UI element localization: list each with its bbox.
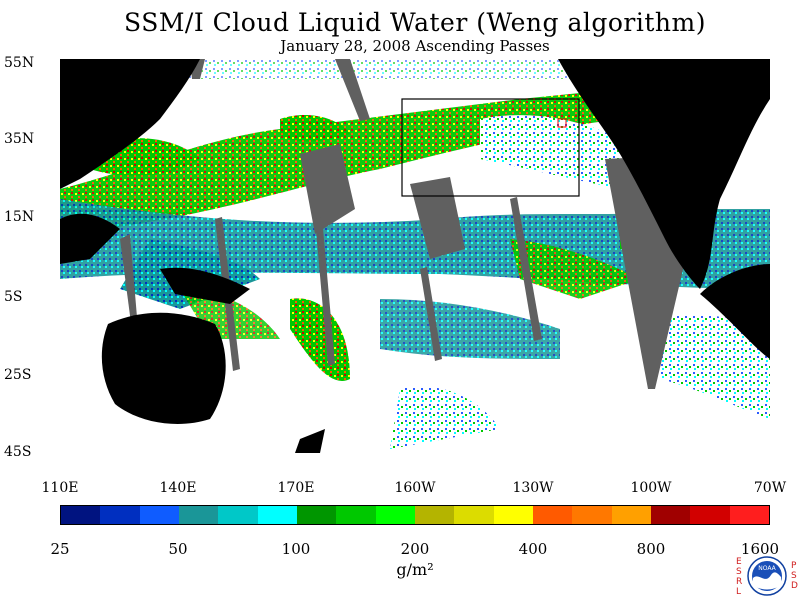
colorbar-swatch xyxy=(729,506,769,524)
chart-subtitle: January 28, 2008 Ascending Passes xyxy=(280,37,550,55)
x-tick-label: 70W xyxy=(753,480,787,496)
noaa-badge-text: NOAA xyxy=(758,565,776,572)
colorbar-swatch xyxy=(218,506,258,524)
colorbar-swatch xyxy=(532,506,573,524)
colorbar-tick-label: 25 xyxy=(50,540,70,558)
colorbar-tick-label: 400 xyxy=(518,540,548,558)
land-masses xyxy=(60,59,770,453)
y-tick-label: 5S xyxy=(4,289,23,305)
color-scale-bar xyxy=(60,505,770,525)
colorbar-swatch xyxy=(493,506,533,524)
chart-title: SSM/I Cloud Liquid Water (Weng algorithm… xyxy=(124,8,706,37)
y-tick-label: 15N xyxy=(4,209,35,225)
x-tick-label: 140E xyxy=(159,480,197,496)
colorbar-swatch xyxy=(296,506,337,524)
colorbar-swatch xyxy=(257,506,297,524)
colorbar-tick-label: 100 xyxy=(281,540,311,558)
colorbar-swatch xyxy=(100,506,140,524)
colorbar-tick-label: 800 xyxy=(636,540,666,558)
colorbar-swatch xyxy=(572,506,612,524)
noaa-esrl-psd-logo: E S R L NOAA P S D xyxy=(733,553,799,599)
logo-right-letters: P S D xyxy=(791,561,798,591)
colorbar-swatch xyxy=(454,506,494,524)
x-tick-label: 130W xyxy=(512,480,554,496)
colorbar-swatch xyxy=(414,506,455,524)
y-tick-label: 55N xyxy=(4,55,35,71)
y-tick-label: 25S xyxy=(4,367,32,383)
x-tick-label: 100W xyxy=(630,480,672,496)
region-marker xyxy=(557,118,567,128)
x-tick-label: 160W xyxy=(394,480,436,496)
colorbar-tick-label: 1600 xyxy=(740,540,780,558)
region-box xyxy=(401,98,580,197)
colorbar-unit-label: g/m² xyxy=(396,560,434,579)
map-panel xyxy=(60,59,770,453)
noaa-emblem-icon: NOAA xyxy=(747,556,787,596)
y-tick-label: 35N xyxy=(4,131,35,147)
logo-left-letters: E S R L xyxy=(736,557,743,597)
map-svg xyxy=(60,59,770,453)
colorbar-swatch xyxy=(61,506,101,524)
colorbar-swatch xyxy=(336,506,376,524)
colorbar-swatch xyxy=(375,506,415,524)
colorbar-tick-label: 200 xyxy=(400,540,430,558)
x-tick-label: 170E xyxy=(277,480,315,496)
colorbar-tick-label: 50 xyxy=(168,540,188,558)
y-tick-label: 45S xyxy=(4,444,32,460)
colorbar-swatch xyxy=(650,506,691,524)
colorbar-swatch xyxy=(178,506,219,524)
colorbar-swatch xyxy=(139,506,179,524)
x-tick-label: 110E xyxy=(41,480,79,496)
colorbar-swatch xyxy=(690,506,730,524)
colorbar-swatch xyxy=(611,506,651,524)
